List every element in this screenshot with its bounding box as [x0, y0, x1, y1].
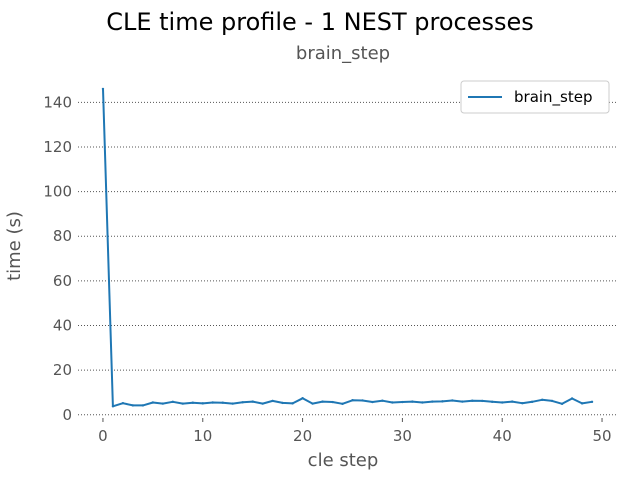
data-point	[221, 401, 224, 404]
y-tick-label: 20	[53, 361, 72, 379]
y-axis-label: time (s)	[4, 211, 25, 281]
data-point	[121, 401, 125, 405]
data-point	[151, 401, 155, 404]
data-point	[161, 402, 165, 405]
data-point	[171, 400, 175, 404]
y-tick-label: 40	[53, 316, 72, 334]
x-axis-label: cle step	[308, 450, 379, 471]
data-point	[421, 401, 424, 404]
data-point	[181, 402, 185, 405]
data-point	[441, 400, 444, 403]
data-point	[321, 400, 324, 403]
x-tick-label: 0	[98, 427, 108, 445]
grid	[78, 101, 617, 416]
data-point	[341, 402, 344, 406]
data-point	[311, 402, 314, 405]
data-point	[401, 400, 404, 404]
data-point	[131, 404, 135, 407]
data-point	[481, 399, 484, 403]
x-axis: 0 10 20 30 40 50	[98, 418, 612, 445]
data-point	[361, 399, 364, 402]
data-point	[211, 401, 214, 404]
data-point	[301, 397, 304, 400]
y-tick-label: 60	[53, 272, 72, 290]
data-point	[520, 401, 524, 405]
data-point	[271, 399, 274, 403]
data-point	[201, 402, 204, 405]
data-point	[411, 400, 414, 403]
data-point	[491, 400, 494, 404]
data-point	[530, 400, 534, 404]
data-point	[241, 401, 244, 404]
data-point	[261, 402, 264, 405]
data-point	[431, 400, 434, 403]
data-point	[590, 400, 594, 404]
data-point	[351, 399, 354, 402]
data-point	[461, 400, 464, 403]
data-point	[550, 399, 554, 403]
x-tick-label: 50	[592, 427, 611, 445]
legend: brain_step	[460, 80, 610, 114]
y-tick-label: 120	[43, 138, 72, 156]
data-point	[141, 404, 145, 407]
data-point	[291, 402, 294, 405]
data-point	[101, 87, 105, 91]
x-tick-label: 10	[193, 427, 212, 445]
data-point	[331, 400, 334, 404]
series-line-brain_step	[102, 88, 593, 408]
data-point	[251, 400, 254, 403]
data-point	[560, 402, 564, 406]
data-point	[371, 400, 374, 404]
x-tick-label: 40	[493, 427, 512, 445]
legend-label: brain_step	[514, 88, 593, 107]
y-axis: 0 20 40 60 80 100 120 140	[43, 93, 72, 423]
data-point	[111, 405, 115, 408]
data-point	[281, 401, 284, 405]
data-point	[501, 401, 504, 404]
data-point	[570, 397, 574, 400]
data-point	[231, 402, 234, 405]
chart-subtitle: brain_step	[296, 43, 390, 64]
y-tick-label: 0	[62, 406, 72, 424]
y-tick-label: 140	[43, 93, 72, 111]
data-point	[391, 401, 394, 404]
y-tick-label: 100	[43, 183, 72, 201]
data-point	[510, 400, 514, 403]
chart-title: CLE time profile - 1 NEST processes	[106, 8, 534, 36]
x-tick-label: 20	[293, 427, 312, 445]
data-point	[580, 402, 584, 405]
data-point	[381, 399, 384, 402]
x-tick-label: 30	[393, 427, 412, 445]
legend-frame	[460, 80, 610, 114]
data-point	[191, 401, 194, 404]
data-point	[540, 398, 544, 402]
y-tick-label: 80	[53, 227, 72, 245]
data-point	[451, 399, 454, 402]
series-layer	[101, 87, 594, 408]
data-point	[471, 399, 474, 402]
